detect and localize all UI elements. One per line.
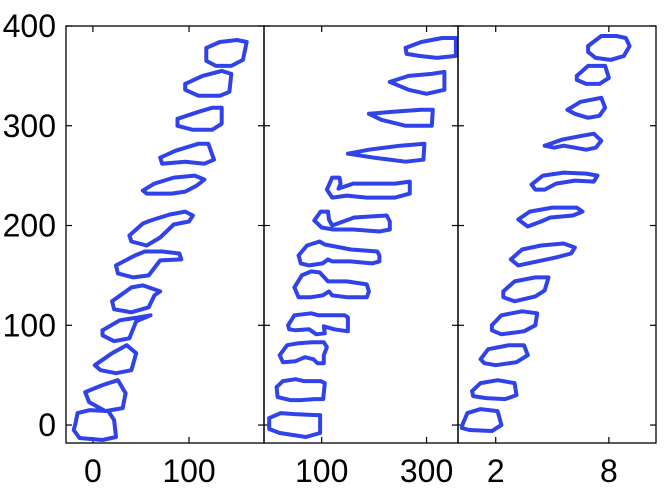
panel-3-x-tick-label-1: 8 [600,453,618,489]
panel-3-loop-4 [501,275,551,304]
panel-2-loop-7 [324,175,412,200]
panel-1-loop-9 [175,105,224,132]
panel-3-loop-5 [508,241,577,268]
panel-1-loop-11 [204,38,249,68]
panel-3-loop-8 [542,131,604,152]
panel-2-loop-1 [274,377,327,403]
panel-2-loop-10 [387,69,447,96]
panel-2-loop-0 [267,411,323,439]
panel-1-loop-4 [110,283,163,315]
panel-1-loop-6 [127,209,195,248]
panel-2-loop-11 [403,36,458,60]
panel-3-frame [457,25,657,444]
panel-1-x-tick-label-1: 100 [162,453,215,489]
panel-1-loop-1 [83,378,128,414]
panel-1-x-tick-label-0: 0 [84,453,102,489]
panel-1-loop-3 [100,313,153,344]
panel-1-loop-5 [114,249,184,280]
y-tick-label-4: 400 [3,8,56,44]
panel-2: 100 300 [263,25,459,489]
panel-2-loop-8 [345,141,427,164]
panel-3-loop-10 [574,63,611,86]
panel-3-loop-2 [478,343,530,368]
y-tick-label-1: 100 [3,307,56,343]
panel-3-loop-7 [529,170,600,192]
panel-2-loop-3 [286,311,350,337]
panel-1-loop-2 [92,343,139,376]
y-tick-label-0: 0 [38,407,56,443]
panel-2-loop-4 [292,269,371,300]
y-tick-label-2: 200 [3,208,56,244]
y-axis: 0 100 200 300 400 [3,8,56,443]
panel-2-x-tick-label-0: 100 [295,453,348,489]
panel-3-loop-6 [516,205,585,229]
panel-3-loop-0 [459,407,504,433]
panel-3-loop-9 [565,95,608,120]
panel-2-loop-5 [296,239,382,268]
y-tick-label-3: 300 [3,108,56,144]
panels: 0 100 100 300 2 8 [65,25,657,489]
panel-2-loop-2 [277,340,329,366]
panel-3-loop-3 [489,309,540,337]
panel-3-loop-11 [586,34,632,62]
panel-1-loop-10 [183,68,234,98]
panel-2-x-tick-label-1: 300 [400,453,453,489]
panel-3-loop-1 [470,378,519,402]
panel-1: 0 100 [65,25,265,489]
panel-1-loop-8 [158,141,216,166]
panel-2-loop-9 [366,107,435,128]
panel-1-loop-0 [71,408,118,442]
panel-2-loop-6 [312,209,392,234]
panel-3-x-tick-label-0: 2 [487,453,505,489]
panel-1-loop-7 [140,173,207,196]
